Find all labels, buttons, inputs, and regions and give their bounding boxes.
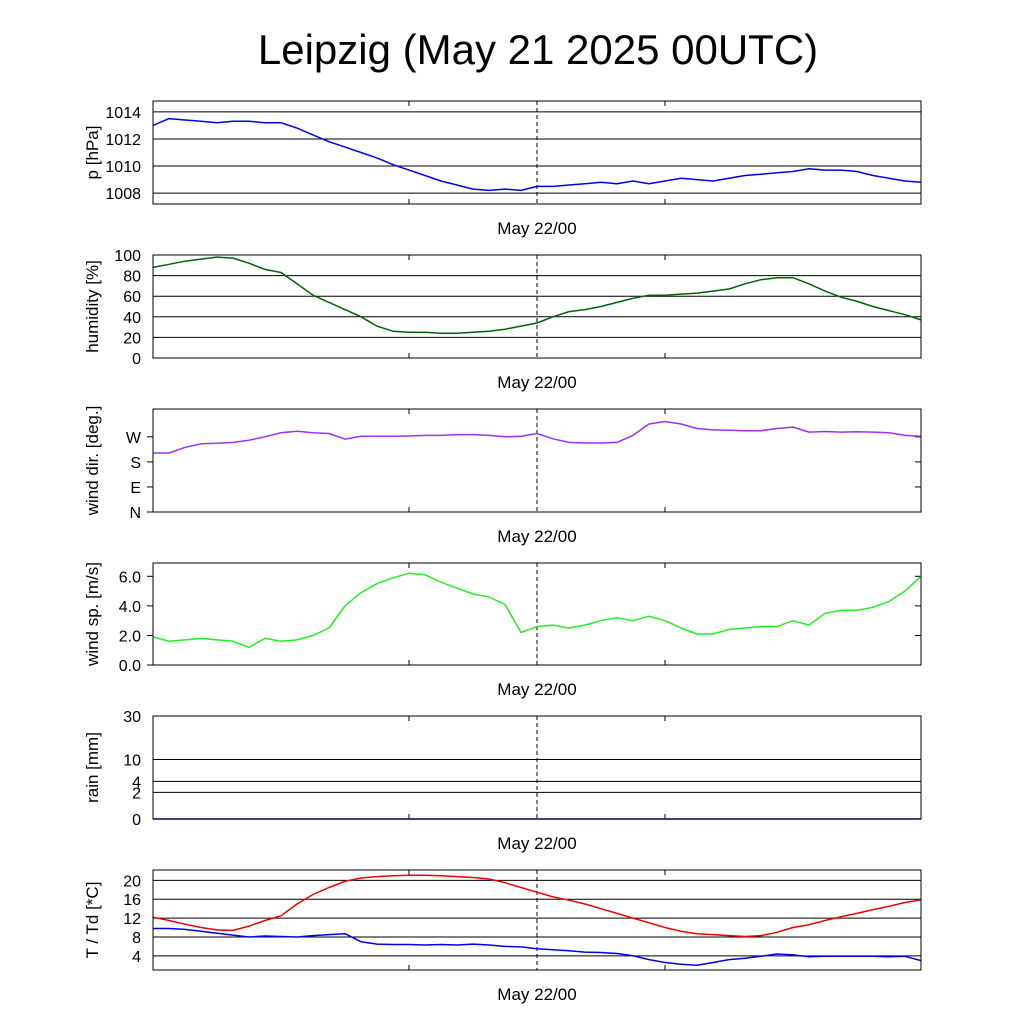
panel-frame xyxy=(152,408,922,513)
y-tick-label: 16 xyxy=(123,892,141,909)
y-tick-label: E xyxy=(130,480,141,497)
y-tick-label: 20 xyxy=(123,873,141,890)
y-axis-label: wind dir. [deg.] xyxy=(83,406,102,517)
panel-4: 0.0 2.0 4.0 6.0 May 22/00 wind sp. [m/s] xyxy=(83,562,922,699)
y-tick-label: W xyxy=(126,430,142,447)
y-tick-label: 10 xyxy=(123,753,141,770)
series-line-1 xyxy=(152,117,922,192)
panel-frame xyxy=(152,100,922,205)
x-tick-label: May 22/00 xyxy=(497,219,576,238)
y-tick-label: 4 xyxy=(132,774,141,791)
series-line-1 xyxy=(153,420,922,454)
y-tick-label: 12 xyxy=(123,911,141,928)
y-tick-label: 0 xyxy=(132,812,141,829)
y-tick-label: 1014 xyxy=(105,105,141,122)
panel-6: 4 8 12 16 20 May 22/00 T / Td [*C] xyxy=(83,869,922,1004)
series-line-1 xyxy=(152,256,922,335)
y-tick-label: 2.0 xyxy=(119,628,141,645)
y-tick-label: 1012 xyxy=(105,132,141,149)
series-line-2 xyxy=(153,927,922,967)
y-tick-label: 40 xyxy=(123,310,141,327)
y-tick-label: 4.0 xyxy=(119,599,141,616)
panel-1: 1008 1010 1012 1014 May 22/00 p [hPa] xyxy=(83,100,922,238)
x-tick-label: May 22/00 xyxy=(497,834,576,853)
y-axis-label: rain [mm] xyxy=(83,732,102,803)
y-tick-label: 80 xyxy=(123,269,141,286)
y-tick-label: 4 xyxy=(132,949,141,966)
y-axis-label: p [hPa] xyxy=(83,126,102,180)
y-tick-label: 6.0 xyxy=(119,569,141,586)
x-tick-label: May 22/00 xyxy=(497,373,576,392)
panel-frame xyxy=(152,562,922,666)
x-tick-label: May 22/00 xyxy=(497,527,576,546)
y-tick-label: 60 xyxy=(123,289,141,306)
y-tick-label: N xyxy=(129,505,141,522)
panel-frame xyxy=(152,254,922,359)
y-tick-label: 1010 xyxy=(105,159,141,176)
y-tick-label: 0 xyxy=(132,351,141,368)
y-tick-label: 2 xyxy=(132,785,141,802)
y-tick-label: 20 xyxy=(123,330,141,347)
y-tick-label: 100 xyxy=(114,248,141,265)
y-axis-label: T / Td [*C] xyxy=(83,882,102,959)
panel-frame xyxy=(152,869,922,971)
series-line-1 xyxy=(152,874,922,938)
y-axis-label: wind sp. [m/s] xyxy=(83,562,102,667)
x-tick-label: May 22/00 xyxy=(497,985,576,1004)
y-tick-label: 30 xyxy=(123,709,141,726)
y-axis-label: humidity [%] xyxy=(83,260,102,353)
panel-frame xyxy=(152,715,922,820)
x-tick-label: May 22/00 xyxy=(497,680,576,699)
panel-2: 0 20 40 60 80 100 May 22/00 humidity [%] xyxy=(83,248,922,392)
chart-title: Leipzig (May 21 2025 00UTC) xyxy=(257,26,819,73)
y-tick-label: 1008 xyxy=(105,186,141,203)
y-tick-label: S xyxy=(130,455,141,472)
panel-5: 0 24 10 30 May 22/00 rain [mm] xyxy=(83,709,922,853)
series-line-1 xyxy=(152,572,922,649)
y-tick-label: 8 xyxy=(132,930,141,947)
y-tick-label: 0.0 xyxy=(119,658,141,675)
